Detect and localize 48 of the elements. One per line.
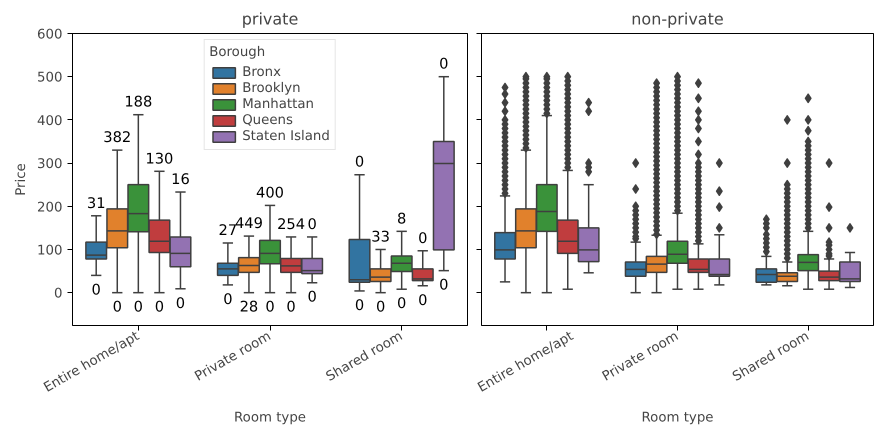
annotation: 31 [86,194,106,212]
annotation: 0 [176,294,186,312]
legend-label: Manhattan [242,97,314,112]
legend-label: Staten Island [242,129,330,144]
annotation: 0 [154,298,164,316]
annotation: 400 [256,184,284,202]
y-tick-label: 600 [37,28,63,42]
annotation: 0 [265,298,275,316]
y-tick-label: 500 [37,70,63,86]
annotation: 0 [418,230,428,247]
annotation: 0 [307,288,317,306]
annotation: 27 [218,222,238,239]
annotation: 0 [354,296,364,314]
chart-title: non-private [631,10,724,28]
legend-label: Bronx [242,65,282,80]
annotation: 0 [134,298,143,316]
annotation: 0 [92,281,101,298]
y-tick-label: 400 [37,114,63,129]
legend-title: Borough [209,45,266,60]
annotation: 0 [307,216,317,233]
y-tick-label: 100 [37,243,63,258]
annotation: 0 [112,298,122,316]
annotation: 188 [124,94,152,111]
annotation: 16 [171,171,190,188]
y-axis-title: Price [14,163,30,196]
y-tick-label: 300 [37,157,63,172]
annotation: 130 [145,150,174,168]
legend-label: Brooklyn [242,81,301,96]
x-axis-title: Room type [234,410,306,426]
annotation: 0 [397,295,406,312]
y-tick-label: 0 [54,286,63,302]
annotation: 0 [354,154,364,171]
annotation: 0 [439,276,448,294]
x-axis-title: Room type [642,410,714,426]
annotation: 0 [418,292,428,309]
legend-label: Queens [242,113,293,128]
annotation: 8 [397,210,406,228]
annotation: 449 [234,215,263,232]
annotation: 0 [223,290,233,308]
annotation: 0 [286,298,296,316]
annotation: 0 [439,56,448,73]
chart-title: private [242,10,298,28]
annotation: 382 [103,129,132,146]
annotation: 0 [376,298,386,316]
annotation: 254 [277,216,306,233]
annotation: 33 [371,228,390,246]
y-tick-label: 200 [37,200,63,216]
annotation: 28 [240,298,258,316]
